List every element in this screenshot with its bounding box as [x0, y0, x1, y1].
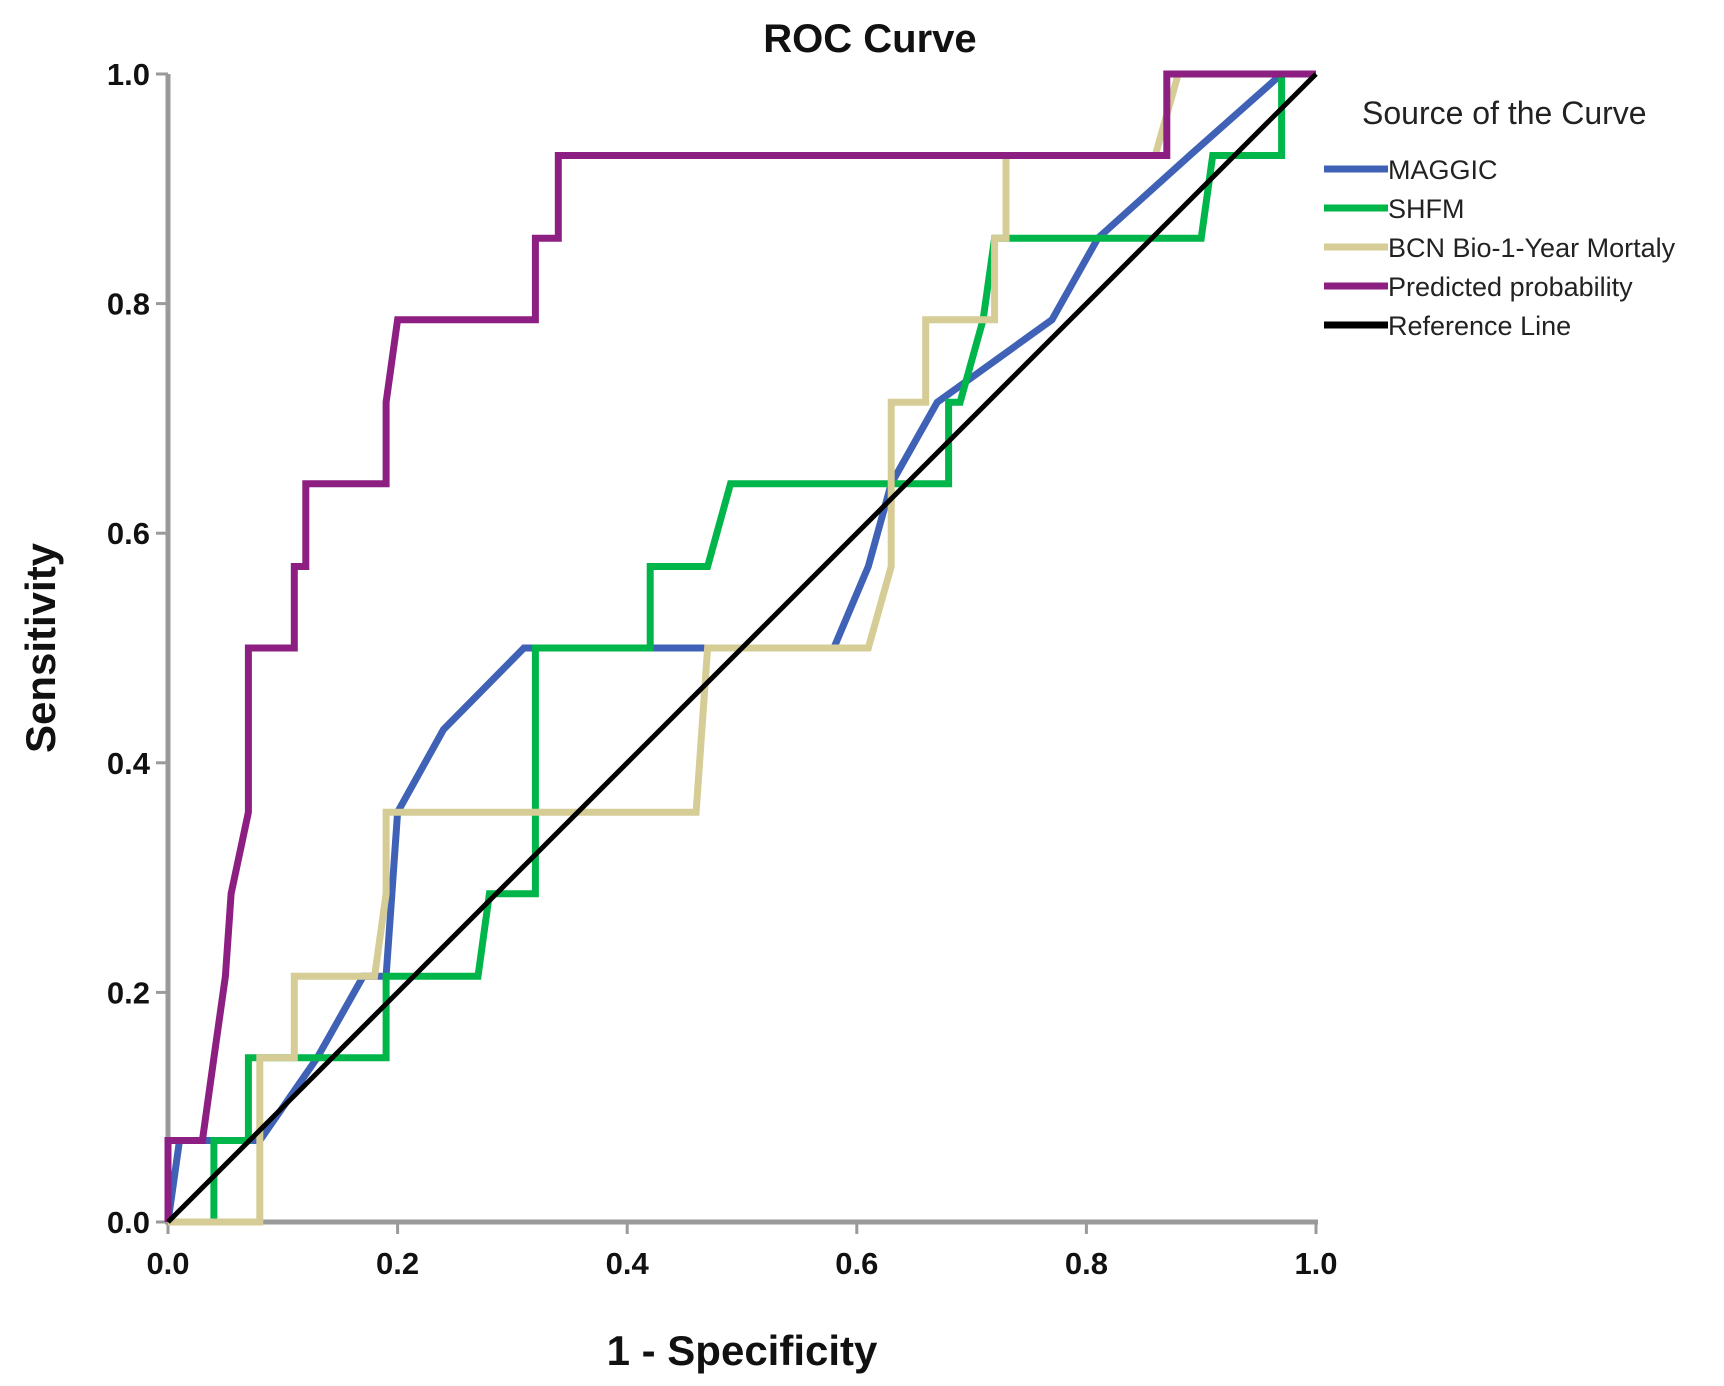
y-axis-label: Sensitivity — [17, 542, 64, 753]
axis-ticks: 0.0 0.2 0.4 0.6 0.8 1.0 0.0 0.2 0.4 0.6 0.8 1.0 — [107, 57, 1338, 1281]
series-line-bcn-bio-1-year-mortaly — [168, 70, 1316, 1226]
x-axis-label: 1 - Specificity — [607, 1327, 878, 1374]
series-line-predicted-probability — [164, 70, 1316, 1222]
y-tick-label: 0.0 — [107, 1205, 150, 1240]
y-tick-label: 1.0 — [107, 57, 150, 92]
legend-label-maggic: MAGGIC — [1388, 155, 1498, 185]
legend-label-bcn-bio-1-year-mortaly: BCN Bio-1-Year Mortaly — [1388, 233, 1676, 263]
y-tick-label: 0.8 — [107, 287, 150, 322]
x-tick-label: 0.8 — [1065, 1246, 1108, 1281]
y-tick-label: 0.4 — [107, 746, 151, 781]
chart-title: ROC Curve — [763, 17, 976, 61]
legend: Source of the Curve MAGGIC SHFM BCN Bio-1-… — [1324, 95, 1676, 341]
y-tick-label: 0.6 — [107, 516, 150, 551]
x-tick-label: 0.4 — [606, 1246, 650, 1281]
series-line-reference-line — [166, 72, 1318, 1224]
plot-frame — [165, 74, 1318, 1225]
x-tick-label: 0.6 — [835, 1246, 878, 1281]
series-line-shfm — [168, 70, 1316, 1226]
y-tick-label: 0.2 — [107, 975, 150, 1010]
legend-title: Source of the Curve — [1362, 95, 1647, 131]
x-tick-label: 0.2 — [376, 1246, 419, 1281]
x-tick-label: 1.0 — [1294, 1246, 1337, 1281]
series-group — [164, 70, 1318, 1226]
legend-label-predicted-probability: Predicted probability — [1388, 272, 1633, 302]
legend-label-reference-line: Reference Line — [1388, 311, 1571, 341]
x-tick-label: 0.0 — [146, 1246, 189, 1281]
legend-label-shfm: SHFM — [1388, 194, 1465, 224]
